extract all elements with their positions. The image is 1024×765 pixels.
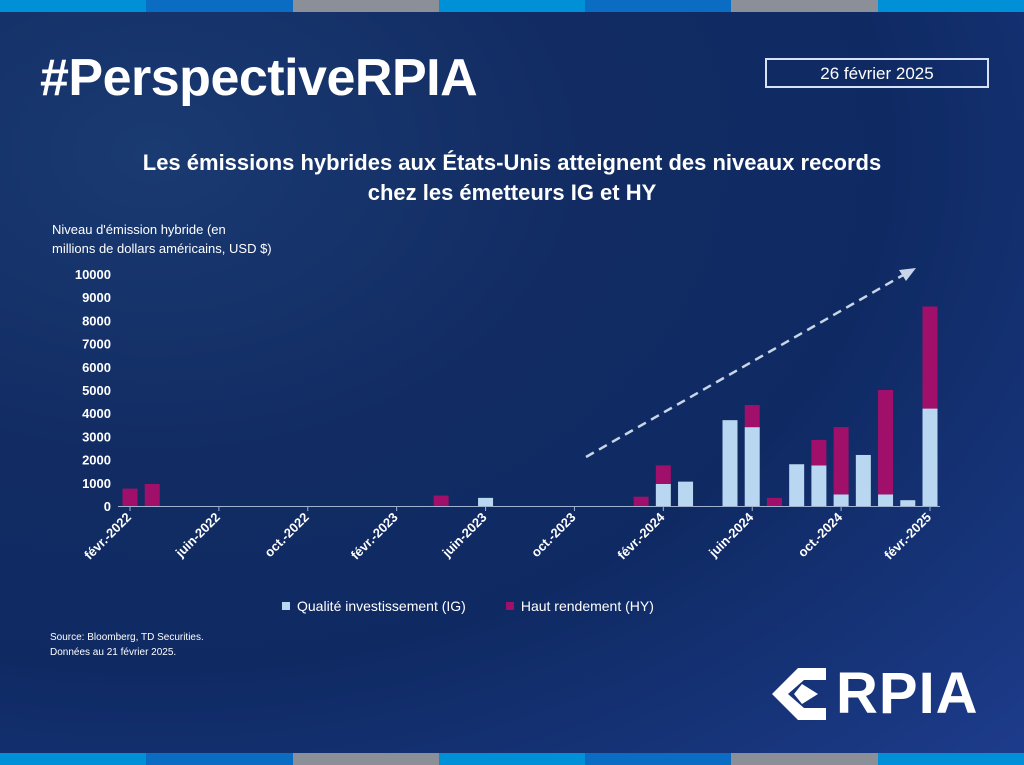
trend-arrow-head <box>899 268 916 281</box>
bar-hy <box>122 488 138 506</box>
legend-swatch-ig <box>282 602 290 610</box>
y-tick-label: 0 <box>104 499 111 514</box>
chart-title-line1: Les émissions hybrides aux États-Unis at… <box>142 150 882 175</box>
y-tick-label: 1000 <box>82 476 111 491</box>
y-axis-label-line1: Niveau d'émission hybride (en <box>52 222 226 237</box>
bar-ig <box>655 483 671 506</box>
bar-hy <box>766 497 782 506</box>
x-tick-label: févr.-2022 <box>81 510 134 563</box>
bar-ig <box>900 500 916 506</box>
chart-title: Les émissions hybrides aux États-Unis at… <box>60 148 964 208</box>
bar-hy <box>433 495 449 506</box>
bar-hy <box>633 496 649 506</box>
legend-item-ig: Qualité investissement (IG) <box>282 598 466 614</box>
bar-ig <box>833 494 849 506</box>
bottom-stripe <box>0 753 1024 765</box>
x-tick-label: oct.-2024 <box>795 509 846 560</box>
bar-hy <box>744 405 760 428</box>
bar-ig <box>722 420 738 506</box>
top-stripe-segment <box>438 0 586 12</box>
date-badge: 26 février 2025 <box>765 58 989 88</box>
hashtag-title: #PerspectiveRPIA <box>40 49 478 107</box>
bottom-stripe-segment <box>585 753 732 765</box>
bar-ig <box>789 464 805 506</box>
bar-ig <box>744 427 760 506</box>
bar-ig <box>878 494 894 506</box>
bar-hy <box>833 427 849 495</box>
bottom-stripe-segment <box>877 753 1024 765</box>
legend-swatch-hy <box>505 602 514 610</box>
legend-item-hy: Haut rendement (HY) <box>505 598 654 614</box>
bar-ig <box>855 454 871 506</box>
top-stripe-segment <box>0 0 147 12</box>
bar-hy <box>144 483 160 506</box>
x-tick-label: févr.-2023 <box>348 510 401 563</box>
rpia-chevron-icon <box>772 667 826 720</box>
bar-hy <box>922 306 938 409</box>
y-axis-label-line2: millions de dollars américains, USD $) <box>52 241 272 256</box>
bottom-stripe-segment <box>292 753 439 765</box>
y-tick-label: 2000 <box>82 453 111 468</box>
bottom-stripe-segment <box>0 753 147 765</box>
y-tick-label: 9000 <box>82 290 111 305</box>
x-tick-label: juin-2022 <box>172 510 223 561</box>
y-tick-label: 8000 <box>82 313 111 328</box>
trend-arrow-line <box>585 272 906 459</box>
top-stripe-segment <box>585 0 732 12</box>
y-tick-label: 5000 <box>82 383 111 398</box>
y-tick-label: 7000 <box>82 337 111 352</box>
source-note: Source: Bloomberg, TD Securities. Donnée… <box>50 630 204 660</box>
x-tick-label: oct.-2022 <box>261 510 311 560</box>
bar-hy <box>811 439 827 466</box>
legend-label-hy: Haut rendement (HY) <box>520 598 654 614</box>
rpia-logo: RPIA <box>768 660 979 727</box>
source-line1: Source: Bloomberg, TD Securities. <box>50 632 204 643</box>
x-tick-label: juin-2023 <box>439 510 490 561</box>
bar-ig <box>922 408 938 506</box>
bar-hy <box>655 465 671 484</box>
x-tick-label: févr.-2025 <box>881 510 934 563</box>
top-stripe-segment <box>146 0 293 12</box>
legend-label-ig: Qualité investissement (IG) <box>297 598 466 614</box>
y-axis-label: Niveau d'émission hybride (en millions d… <box>52 220 342 258</box>
x-tick-label: juin-2024 <box>705 509 757 561</box>
chart-title-line2: chez les émetteurs IG et HY <box>367 180 657 205</box>
y-tick-label: 10000 <box>75 267 111 282</box>
bottom-stripe-segment <box>731 753 878 765</box>
bar-ig <box>678 481 694 506</box>
logo-text: RPIA <box>836 661 979 726</box>
y-tick-label: 3000 <box>82 429 111 444</box>
source-line2: Données au 21 février 2025. <box>50 647 177 658</box>
bottom-stripe-segment <box>438 753 586 765</box>
bottom-stripe-segment <box>146 753 293 765</box>
bar-ig <box>478 497 494 506</box>
y-tick-label: 6000 <box>82 360 111 375</box>
bar-hy <box>878 390 894 495</box>
x-tick-label: févr.-2024 <box>614 509 668 563</box>
top-stripe-segment <box>292 0 439 12</box>
y-tick-label: 4000 <box>82 406 111 421</box>
top-stripe <box>0 0 1024 12</box>
top-stripe-segment <box>877 0 1024 12</box>
x-tick-label: oct.-2023 <box>528 510 578 560</box>
top-stripe-segment <box>731 0 878 12</box>
bar-ig <box>811 465 827 506</box>
chart-legend: Qualité investissement (IG) Haut rendeme… <box>282 598 654 614</box>
